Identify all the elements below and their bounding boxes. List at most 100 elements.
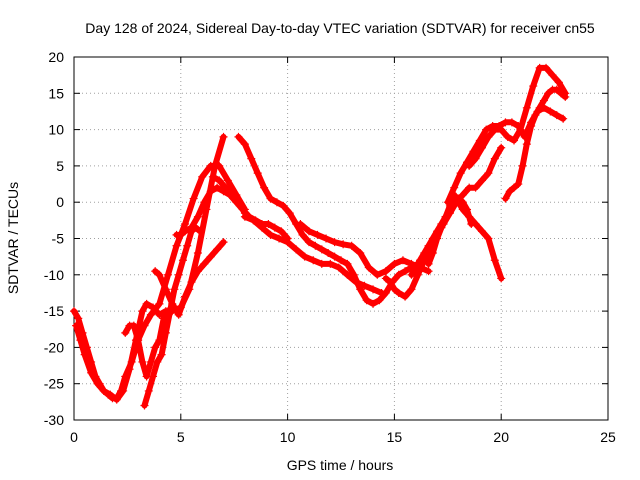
data-point [257, 223, 266, 232]
series-arc-10 [296, 219, 433, 279]
data-point [210, 161, 219, 170]
data-point [377, 288, 386, 297]
data-point [516, 125, 525, 134]
x-tick-label: 15 [387, 429, 403, 445]
y-tick-label: -30 [44, 412, 64, 428]
data-point [490, 154, 499, 163]
data-point [484, 169, 493, 178]
data-point [548, 71, 557, 80]
data-point [80, 350, 89, 359]
data-point [386, 278, 395, 287]
data-point [174, 270, 183, 279]
data-point [144, 386, 153, 395]
data-point [542, 63, 551, 72]
data-point [326, 259, 335, 268]
data-point [112, 395, 121, 404]
data-point [420, 249, 429, 258]
y-tick-label: 10 [48, 122, 64, 138]
data-point [428, 249, 437, 258]
data-point [522, 103, 531, 112]
data-point [200, 259, 209, 268]
data-point [181, 219, 190, 228]
data-point [343, 270, 352, 279]
data-point [322, 234, 331, 243]
data-point [458, 205, 467, 214]
data-point [364, 263, 373, 272]
data-point [539, 96, 548, 105]
data-point [298, 230, 307, 239]
data-point [484, 234, 493, 243]
data-point [482, 125, 491, 134]
data-point [161, 328, 170, 337]
series-trail [235, 133, 428, 307]
data-point [153, 357, 162, 366]
data-point [522, 140, 531, 149]
data-point [277, 227, 286, 236]
data-point [398, 256, 407, 265]
data-point [151, 267, 160, 276]
data-point [253, 169, 262, 178]
data-point [149, 303, 158, 312]
data-point [424, 259, 433, 268]
data-point [507, 118, 516, 127]
data-point [266, 230, 275, 239]
series-trail [297, 221, 432, 278]
series-arc-14 [443, 103, 568, 207]
data-point [369, 285, 378, 294]
data-point [234, 132, 243, 141]
x-tick-label: 0 [70, 429, 78, 445]
data-point [163, 270, 172, 279]
data-point [330, 238, 339, 247]
data-point [119, 386, 128, 395]
series-arc-16 [501, 85, 570, 203]
data-point [394, 270, 403, 279]
data-point [285, 209, 294, 218]
data-point [193, 267, 202, 276]
data-point [471, 219, 480, 228]
y-axis-label: SDTVAR / TECUs [5, 182, 21, 294]
series-arc-9 [240, 212, 386, 297]
data-point [272, 198, 281, 207]
data-point [72, 321, 81, 330]
data-point [561, 92, 570, 101]
series-arc-5 [151, 238, 228, 319]
chart-title: Day 128 of 2024, Sidereal Day-to-day VTE… [85, 20, 595, 36]
data-point [142, 299, 151, 308]
series-trail [152, 239, 227, 318]
data-point [161, 285, 170, 294]
data-point [416, 256, 425, 265]
data-point [296, 219, 305, 228]
data-point [87, 368, 96, 377]
data-point [134, 336, 143, 345]
data-point [475, 136, 484, 145]
data-point [401, 292, 410, 301]
y-tick-label: -25 [44, 376, 64, 392]
data-point [311, 241, 320, 250]
data-point [407, 285, 416, 294]
data-point [198, 172, 207, 181]
data-point [206, 252, 215, 261]
data-point [347, 241, 356, 250]
data-point [121, 328, 130, 337]
y-tick-label: 15 [48, 85, 64, 101]
data-point [339, 240, 348, 249]
data-point [362, 296, 371, 305]
data-point [514, 180, 523, 189]
data-point [149, 372, 158, 381]
data-point [490, 256, 499, 265]
data-point [221, 183, 230, 192]
data-point [270, 223, 279, 232]
data-point [183, 241, 192, 250]
data-point [497, 274, 506, 283]
data-point [213, 183, 222, 192]
data-point [390, 259, 399, 268]
data-point [503, 132, 512, 141]
data-point [458, 190, 467, 199]
data-point [317, 245, 326, 254]
data-point [304, 227, 313, 236]
data-point [510, 136, 519, 145]
y-tick-label: -20 [44, 339, 64, 355]
data-point [106, 390, 115, 399]
x-tick-label: 25 [600, 429, 616, 445]
